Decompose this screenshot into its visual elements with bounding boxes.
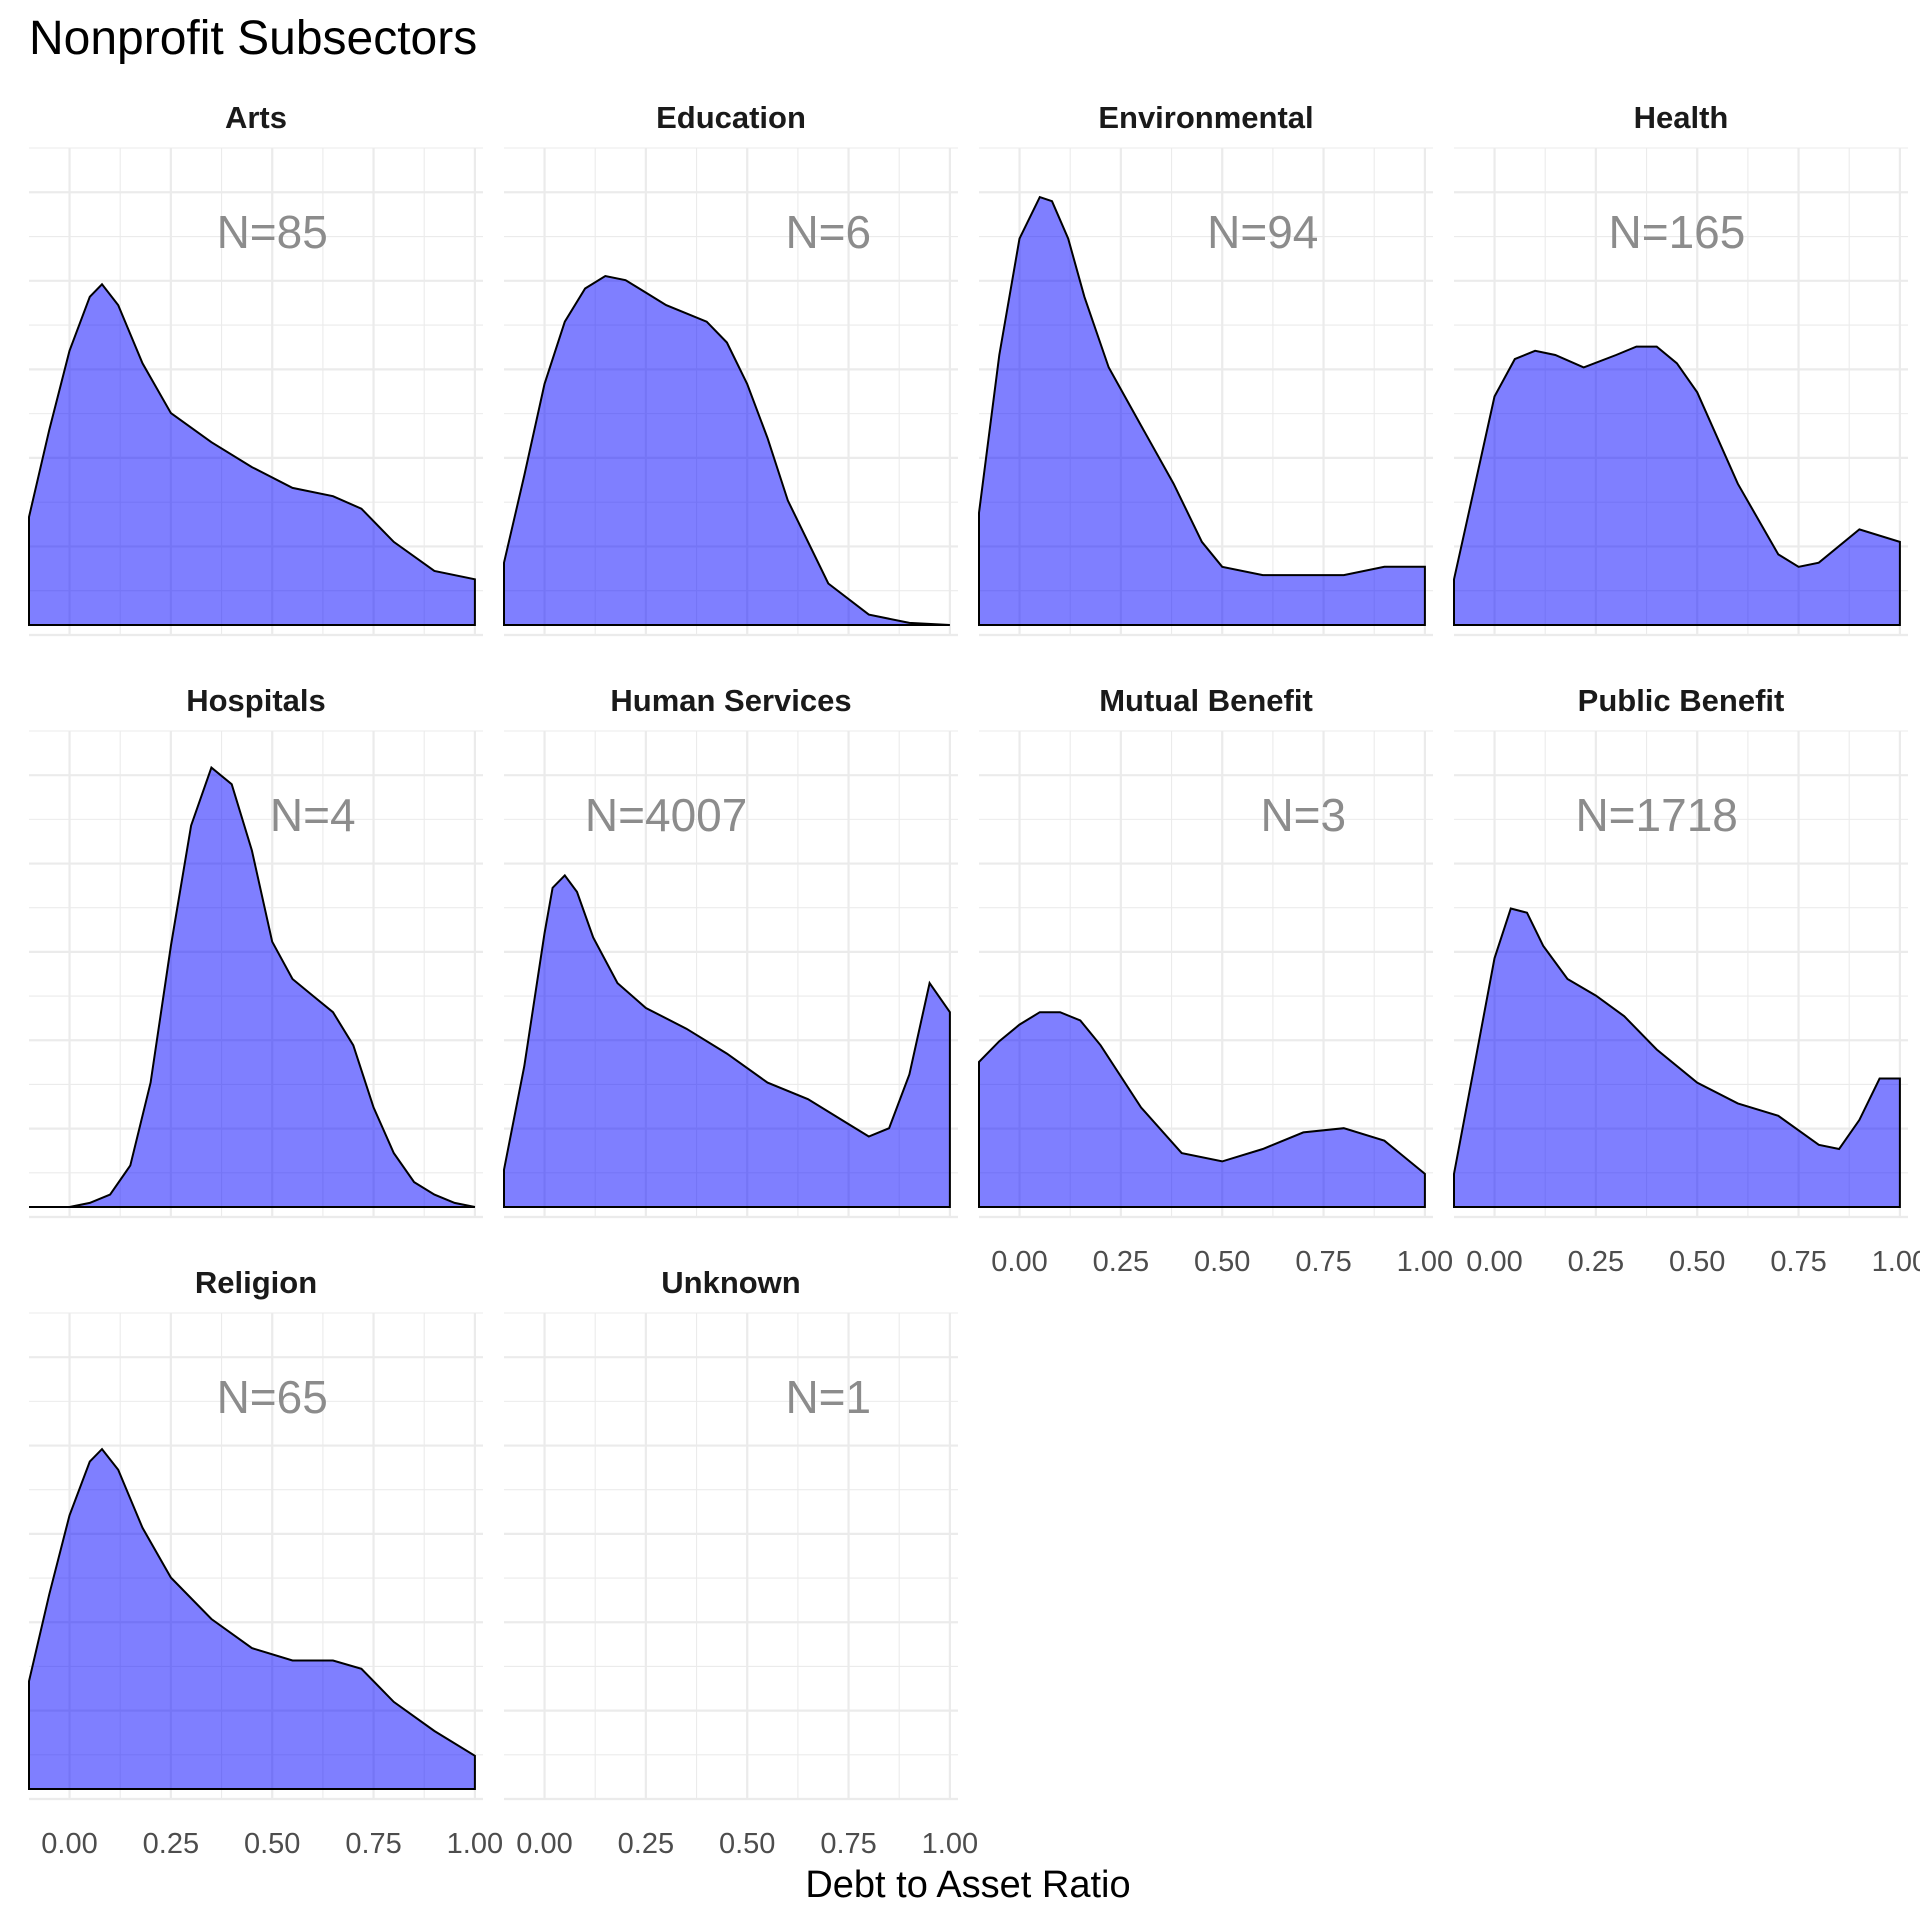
- sample-size-label: N=94: [1207, 206, 1318, 258]
- facet-public-benefit: Public Benefit N=1718 0.00 0.25 0.50 0.75 1.00: [1453, 683, 1920, 1278]
- facet-title: Environmental: [1098, 100, 1313, 135]
- sample-size-label: N=165: [1609, 206, 1746, 258]
- facet-title: Religion: [195, 1265, 317, 1300]
- density-area: [978, 1011, 1426, 1208]
- x-tick-label: 0.25: [1093, 1246, 1149, 1278]
- facet-title: Human Services: [610, 683, 851, 718]
- density-area: [978, 195, 1426, 626]
- x-tick-label: 1.00: [1872, 1246, 1920, 1278]
- density-area: [29, 765, 476, 1208]
- density-area: [1453, 345, 1901, 626]
- facet-religion: Religion N=65 0.00 0.25 0.50 0.75 1.00: [28, 1265, 503, 1860]
- chart-title: Nonprofit Subsectors: [29, 12, 477, 65]
- facet-title: Health: [1634, 100, 1729, 135]
- facet-title: Public Benefit: [1578, 683, 1785, 718]
- x-tick-label: 0.00: [516, 1828, 572, 1860]
- x-tick-label: 0.25: [143, 1828, 199, 1860]
- facet-title: Education: [656, 100, 806, 135]
- x-tick-label: 1.00: [922, 1828, 978, 1860]
- sample-size-label: N=1718: [1575, 789, 1737, 841]
- x-tick-label: 0.25: [1568, 1246, 1624, 1278]
- facet-hospitals: Hospitals N=4: [29, 683, 483, 1219]
- sample-size-label: N=85: [217, 206, 328, 258]
- facet-arts: Arts N=85: [28, 100, 483, 637]
- facet-health: Health N=165: [1453, 100, 1908, 637]
- sample-size-label: N=65: [217, 1371, 328, 1423]
- sample-size-label: N=1: [785, 1371, 871, 1423]
- x-tick-label: 0.50: [1194, 1246, 1250, 1278]
- x-tick-label: 0.75: [820, 1828, 876, 1860]
- x-tick-label: 0.75: [1770, 1246, 1826, 1278]
- x-tick-label: 0.00: [41, 1828, 97, 1860]
- x-tick-label: 0.00: [1466, 1246, 1522, 1278]
- sample-size-label: N=4: [270, 789, 356, 841]
- x-tick-label: 1.00: [447, 1828, 503, 1860]
- x-axis-label: Debt to Asset Ratio: [805, 1864, 1130, 1906]
- density-area: [503, 873, 951, 1208]
- x-tick-label: 0.50: [719, 1828, 775, 1860]
- facet-title: Arts: [225, 100, 287, 135]
- facet-education: Education N=6: [503, 100, 958, 637]
- x-tick-label: 0.50: [1669, 1246, 1725, 1278]
- sample-size-label: N=3: [1260, 789, 1346, 841]
- sample-size-label: N=6: [785, 206, 871, 258]
- facet-unknown: Unknown N=1 0.00 0.25 0.50 0.75 1.00: [504, 1265, 978, 1860]
- facet-mutual-benefit: Mutual Benefit N=3 0.00 0.25 0.50 0.75 1.00: [978, 683, 1453, 1278]
- density-area: [28, 1447, 476, 1790]
- density-area: [28, 282, 476, 626]
- x-tick-label: 0.00: [991, 1246, 1047, 1278]
- density-area: [1453, 907, 1901, 1208]
- x-tick-label: 0.50: [244, 1828, 300, 1860]
- facet-title: Unknown: [661, 1265, 801, 1300]
- x-tick-label: 0.75: [1295, 1246, 1351, 1278]
- density-area: [503, 274, 950, 626]
- facet-human-services: Human Services N=4007: [503, 683, 958, 1219]
- sample-size-label: N=4007: [585, 789, 747, 841]
- facet-environmental: Environmental N=94: [978, 100, 1433, 637]
- facet-panels: Arts N=85 Education N=6 Environmental N=94 Hea…: [28, 100, 1920, 1860]
- facet-title: Hospitals: [186, 683, 326, 718]
- x-tick-label: 0.25: [618, 1828, 674, 1860]
- x-tick-label: 0.75: [345, 1828, 401, 1860]
- x-tick-label: 1.00: [1397, 1246, 1453, 1278]
- facet-title: Mutual Benefit: [1099, 683, 1313, 718]
